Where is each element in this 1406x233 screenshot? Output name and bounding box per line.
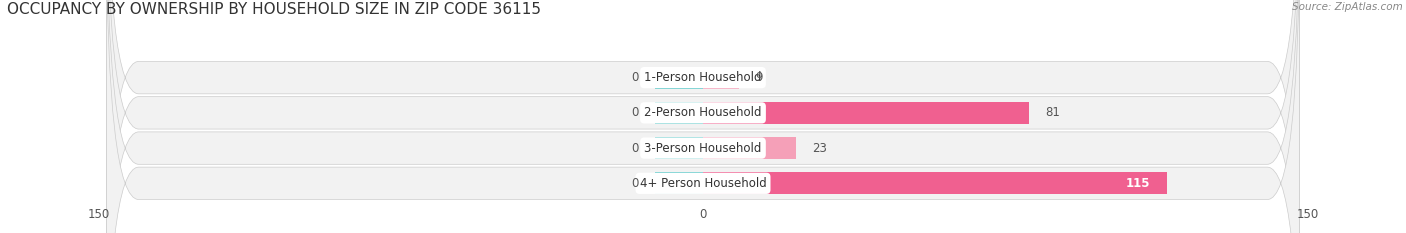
FancyBboxPatch shape	[107, 0, 1299, 233]
FancyBboxPatch shape	[107, 0, 1299, 233]
Text: OCCUPANCY BY OWNERSHIP BY HOUSEHOLD SIZE IN ZIP CODE 36115: OCCUPANCY BY OWNERSHIP BY HOUSEHOLD SIZE…	[7, 2, 541, 17]
Bar	[703, 137, 796, 159]
Text: 0: 0	[631, 106, 638, 119]
Bar	[655, 102, 703, 124]
Bar	[655, 137, 703, 159]
Text: 9: 9	[755, 71, 763, 84]
Text: 115: 115	[1126, 177, 1150, 190]
Text: 0: 0	[631, 142, 638, 155]
Text: 0: 0	[631, 177, 638, 190]
Text: 23: 23	[811, 142, 827, 155]
FancyBboxPatch shape	[107, 0, 1299, 233]
Text: 81: 81	[1046, 106, 1060, 119]
Text: Source: ZipAtlas.com: Source: ZipAtlas.com	[1292, 2, 1403, 12]
Bar	[655, 172, 703, 194]
Bar	[703, 67, 740, 89]
FancyBboxPatch shape	[107, 0, 1299, 233]
Text: 4+ Person Household: 4+ Person Household	[640, 177, 766, 190]
Bar	[703, 172, 1167, 194]
Bar	[703, 102, 1029, 124]
Text: 0: 0	[631, 71, 638, 84]
Text: 2-Person Household: 2-Person Household	[644, 106, 762, 119]
Text: 1-Person Household: 1-Person Household	[644, 71, 762, 84]
Bar	[655, 67, 703, 89]
Text: 3-Person Household: 3-Person Household	[644, 142, 762, 155]
